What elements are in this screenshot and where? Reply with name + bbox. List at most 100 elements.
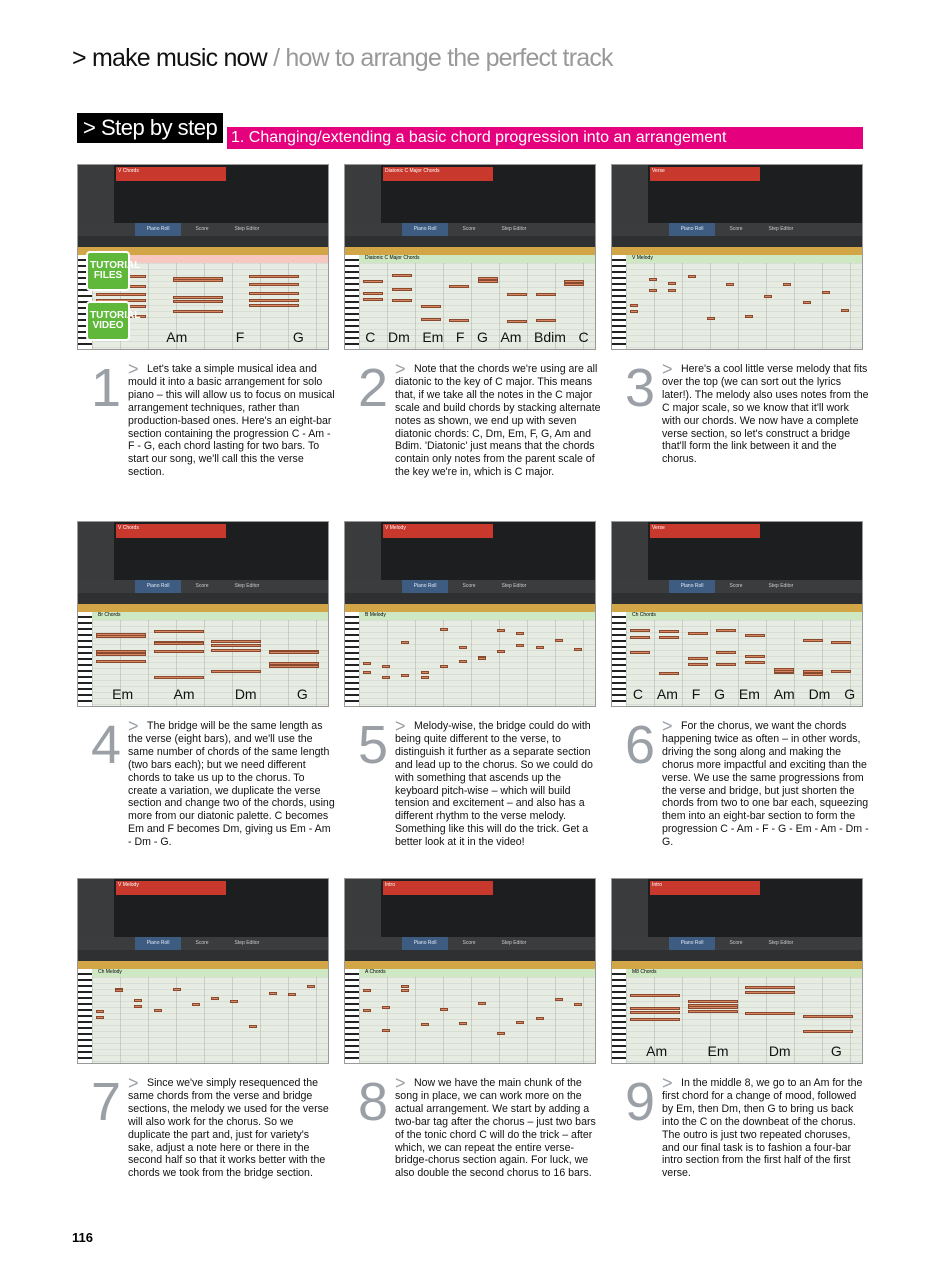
midi-note: [821, 291, 830, 295]
track-headers: [612, 522, 648, 580]
region-lane: Br Chords: [92, 612, 328, 620]
step-body: > The bridge will be the same length as t…: [128, 716, 335, 849]
step-body: > Melody-wise, the bridge could do with b…: [395, 716, 602, 849]
midi-note: [230, 999, 239, 1003]
walkthrough-title: 1. Changing/extending a basic chord prog…: [227, 127, 863, 149]
tab-step-editor[interactable]: Step Editor: [768, 226, 794, 232]
midi-note: [745, 661, 765, 665]
midi-note: [401, 985, 410, 989]
arrow-icon: >: [662, 1073, 673, 1093]
midi-note: [535, 318, 556, 322]
step-text: Note that the chords we're using are all…: [395, 363, 601, 479]
tab-score[interactable]: Score: [462, 583, 476, 589]
step-number: 1: [91, 358, 122, 418]
tab-score[interactable]: Score: [729, 583, 743, 589]
arrow-icon: >: [128, 1073, 139, 1093]
tab-score[interactable]: Score: [729, 940, 743, 946]
midi-note: [134, 998, 143, 1002]
tab-piano-roll[interactable]: Piano Roll: [134, 580, 182, 593]
tab-piano-roll[interactable]: Piano Roll: [134, 223, 182, 236]
tab-step-editor[interactable]: Step Editor: [234, 583, 260, 589]
tab-score[interactable]: Score: [195, 226, 209, 232]
midi-note: [516, 1020, 525, 1024]
tab-step-editor[interactable]: Step Editor: [234, 226, 260, 232]
region-lane: A Chords: [359, 969, 595, 977]
midi-note: [363, 291, 383, 295]
tab-step-editor[interactable]: Step Editor: [768, 940, 794, 946]
bar-ruler: [612, 604, 862, 612]
tutorial-video-badge[interactable]: TUTORIAL VIDEO: [86, 301, 140, 341]
tab-piano-roll[interactable]: Piano Roll: [401, 937, 449, 950]
step-body: > In the middle 8, we go to an Am for the…: [662, 1073, 869, 1180]
arrow-icon: >: [128, 716, 139, 736]
arrow-icon: >: [395, 359, 406, 379]
tab-piano-roll[interactable]: Piano Roll: [668, 937, 716, 950]
tab-step-editor[interactable]: Step Editor: [768, 583, 794, 589]
chord-label: F: [235, 329, 245, 345]
step-text: Since we've simply resequenced the same …: [128, 1077, 329, 1180]
midi-note: [249, 291, 300, 295]
step-body: > Let's take a simple musical idea and mo…: [128, 359, 335, 479]
midi-note: [516, 632, 525, 636]
region-lane: Diatonic C Major Chords: [359, 255, 595, 263]
tab-score[interactable]: Score: [462, 226, 476, 232]
step-number: 2: [358, 358, 389, 418]
tab-piano-roll[interactable]: Piano Roll: [668, 580, 716, 593]
daw-screenshot-7: V Melody Piano Roll Score Step Editor Ch M…: [77, 878, 329, 1064]
midi-note: [497, 629, 506, 633]
midi-note: [382, 676, 391, 680]
tab-piano-roll[interactable]: Piano Roll: [401, 580, 449, 593]
step-8: 8 > Now we have the main chunk of the song…: [344, 1072, 602, 1180]
midi-note: [96, 1016, 104, 1020]
midi-note: [211, 639, 261, 643]
step-number: 5: [358, 715, 389, 775]
tab-step-editor[interactable]: Step Editor: [501, 583, 527, 589]
piano-keys: [612, 255, 626, 349]
tab-score[interactable]: Score: [195, 940, 209, 946]
step-6: 6 > For the chorus, we want the chords hap…: [611, 715, 869, 849]
region: Verse: [650, 524, 760, 538]
arrow-icon: >: [128, 359, 139, 379]
region: V Melody: [116, 881, 226, 895]
chord-label: Am: [500, 329, 522, 345]
editor-tabs: Piano Roll Score Step Editor: [345, 937, 595, 950]
tutorial-files-badge[interactable]: TUTORIAL FILES: [86, 251, 140, 291]
midi-note: [363, 1008, 371, 1012]
tab-piano-roll[interactable]: Piano Roll: [134, 937, 182, 950]
tab-step-editor[interactable]: Step Editor: [234, 940, 260, 946]
step-body: > Here's a cool little verse melody that …: [662, 360, 869, 466]
tab-score[interactable]: Score: [195, 583, 209, 589]
track-headers: [612, 165, 648, 223]
tab-score[interactable]: Score: [729, 226, 743, 232]
daw-screenshot-1: V Chords Piano Roll Score Step Editor Am F G…: [77, 164, 329, 350]
tab-piano-roll[interactable]: Piano Roll: [401, 223, 449, 236]
chord-label: Em: [422, 329, 444, 345]
midi-note: [497, 1031, 506, 1035]
chord-label: Dm: [387, 329, 410, 345]
chord-label: G: [292, 329, 304, 345]
bar-ruler: [78, 604, 328, 612]
midi-note: [458, 660, 467, 663]
midi-note: [363, 670, 371, 674]
midi-note: [439, 665, 448, 669]
piano-roll-grid: [626, 977, 862, 1063]
toolbar: [78, 950, 328, 961]
daw-screenshot-2: Diatonic C Major Chords Piano Roll Score S…: [344, 164, 596, 350]
tab-step-editor[interactable]: Step Editor: [501, 226, 527, 232]
arrow-icon: >: [395, 716, 406, 736]
midi-note: [506, 293, 527, 297]
toolbar: [78, 236, 328, 247]
midi-note: [268, 665, 319, 669]
chord-label: Dm: [808, 686, 831, 702]
midi-note: [554, 998, 563, 1002]
tab-score[interactable]: Score: [462, 940, 476, 946]
midi-note: [401, 641, 410, 645]
step-by-step-label: > Step by step: [77, 113, 224, 143]
midi-note: [687, 632, 708, 636]
tab-piano-roll[interactable]: Piano Roll: [668, 223, 716, 236]
midi-note: [725, 282, 734, 286]
toolbar: [345, 950, 595, 961]
step-text: Now we have the main chunk of the song i…: [395, 1077, 596, 1180]
midi-note: [134, 1005, 143, 1009]
tab-step-editor[interactable]: Step Editor: [501, 940, 527, 946]
